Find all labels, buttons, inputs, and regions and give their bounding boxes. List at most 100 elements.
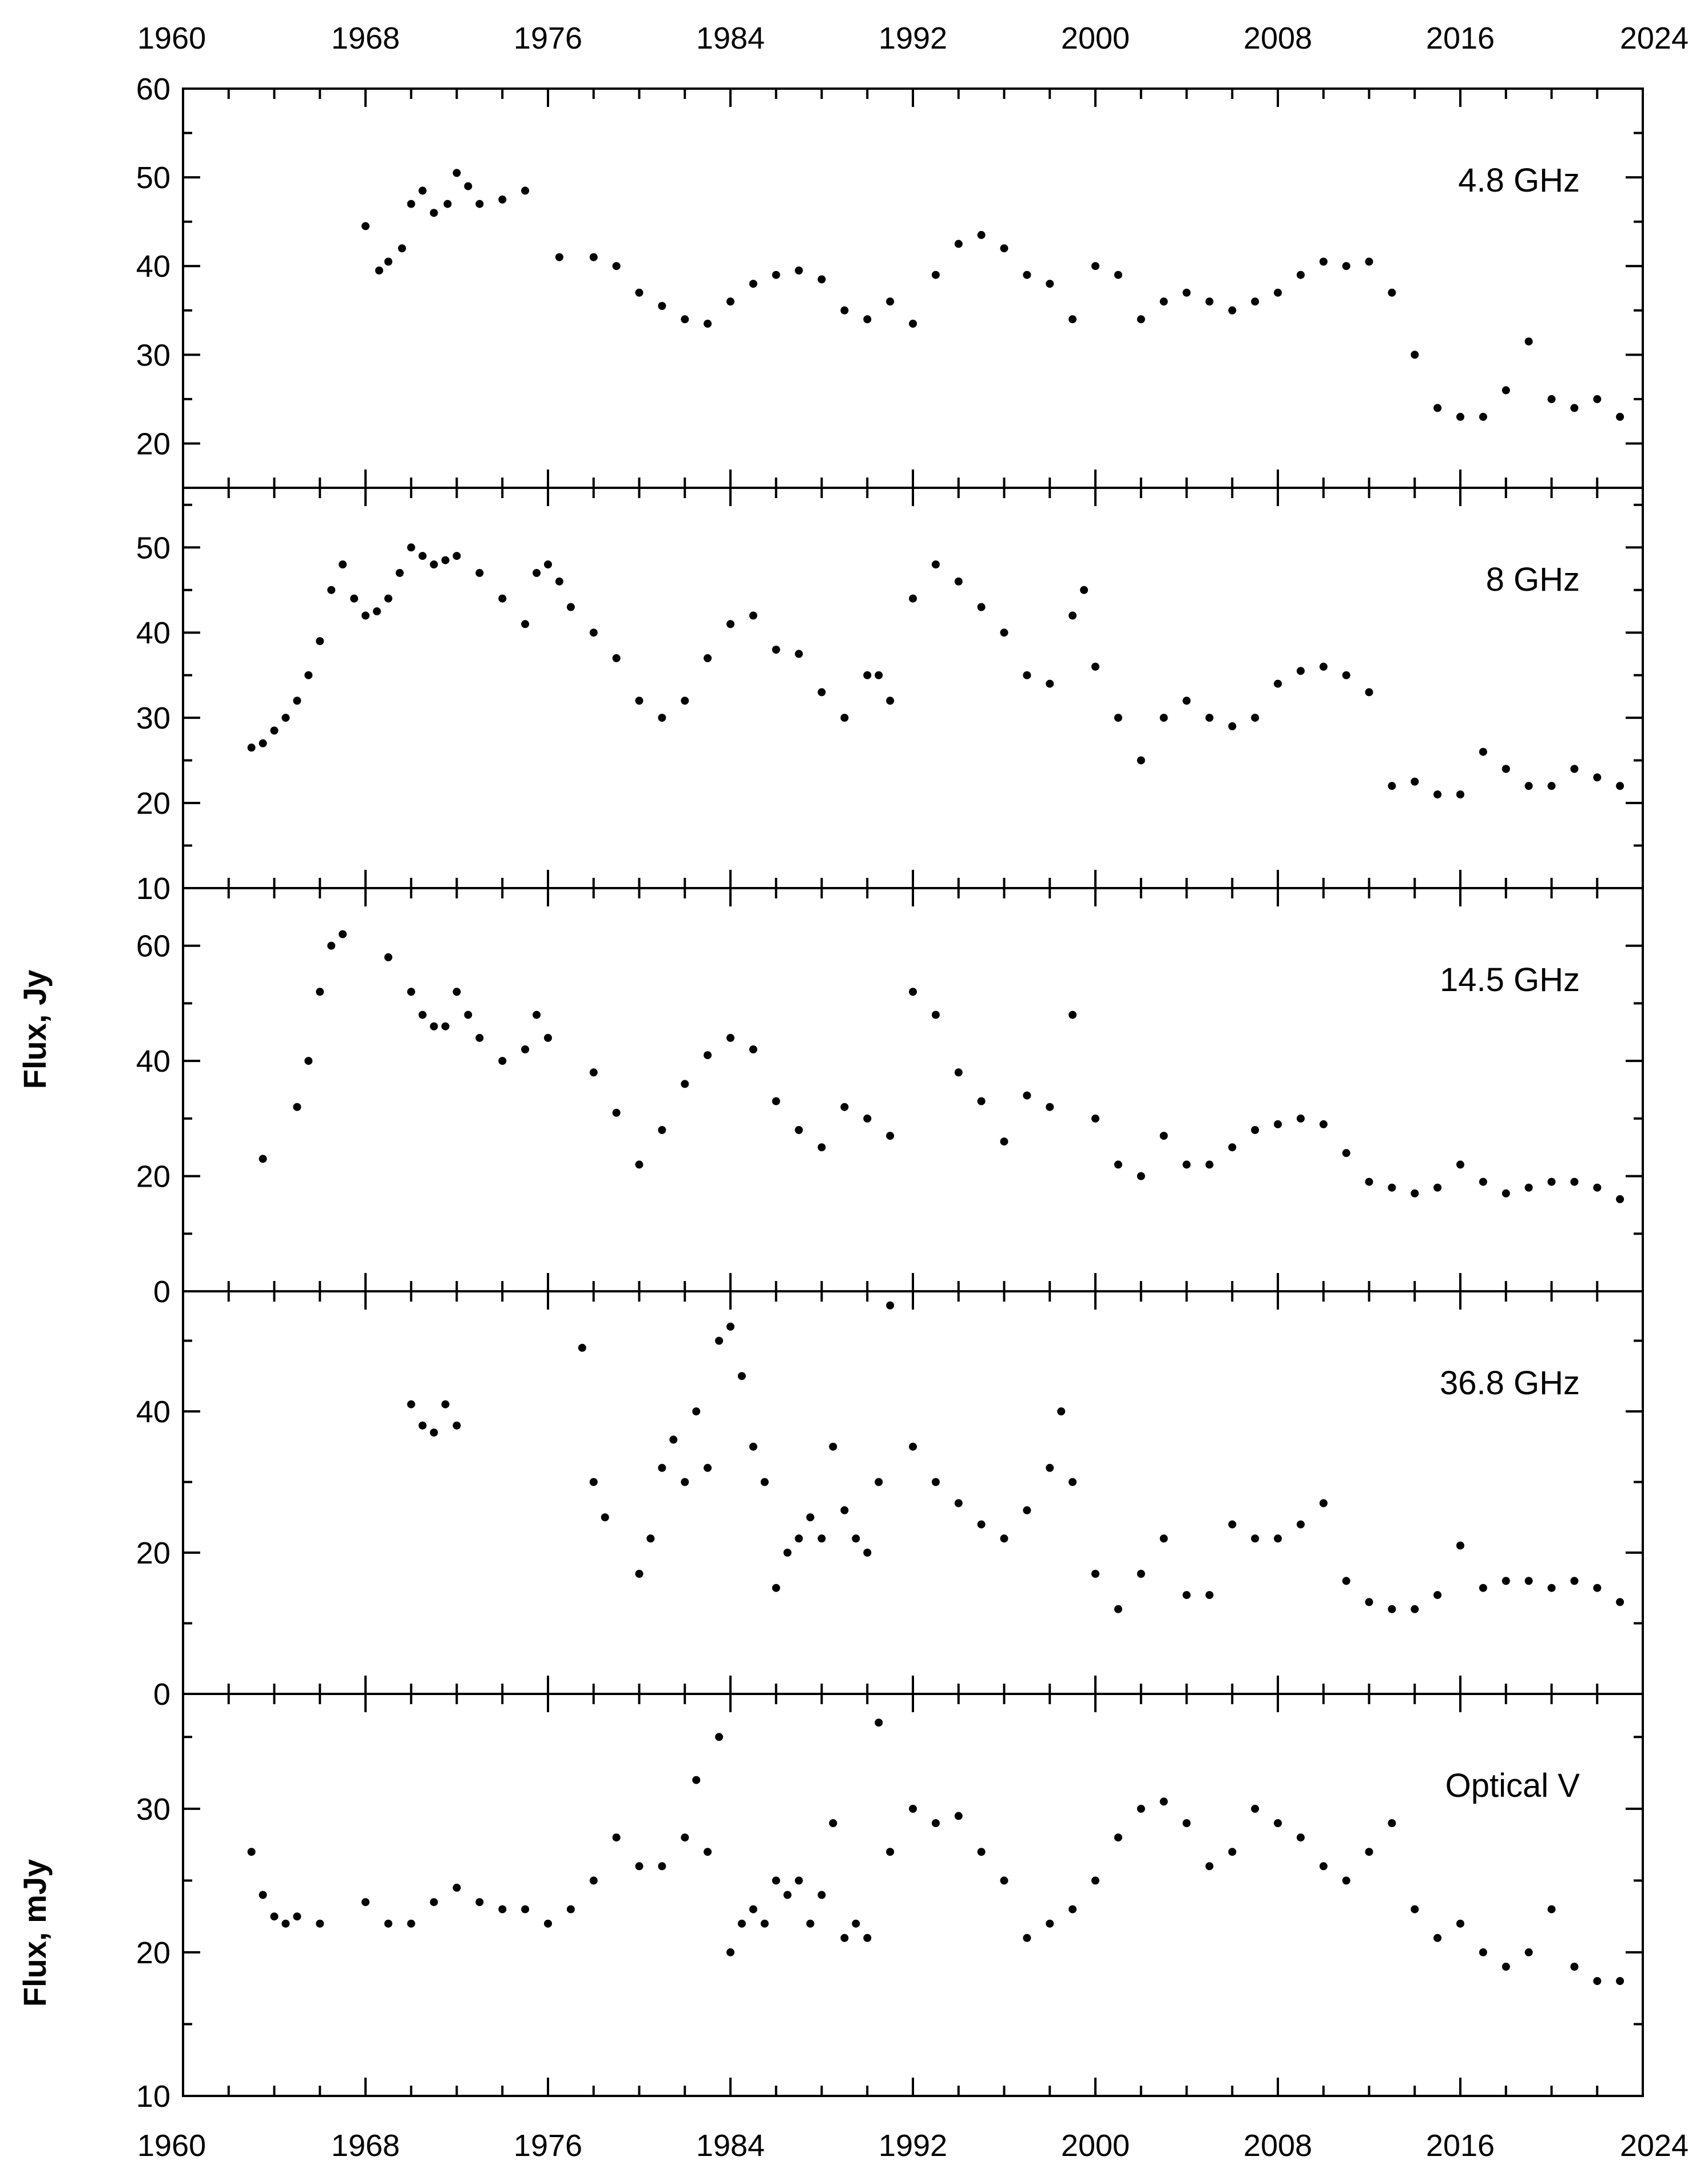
data-point [1456, 1160, 1464, 1169]
data-point [806, 1919, 815, 1928]
data-point [1251, 1534, 1260, 1543]
data-point [1000, 1534, 1008, 1543]
data-point [977, 603, 986, 611]
data-point [635, 288, 644, 297]
data-point [1616, 1598, 1624, 1606]
data-point [1046, 1463, 1054, 1472]
data-point [418, 1011, 427, 1019]
data-point [281, 714, 290, 722]
data-point [247, 743, 256, 752]
data-point [1456, 1919, 1464, 1928]
data-point [1388, 1605, 1396, 1613]
data-point [840, 1103, 849, 1111]
data-point [1411, 351, 1419, 359]
data-point [1502, 1963, 1510, 1971]
data-point [795, 266, 803, 275]
data-point [1319, 257, 1328, 266]
data-point [247, 1848, 256, 1856]
data-point [886, 297, 895, 306]
panel-label: 36.8 GHz [1440, 1364, 1580, 1402]
data-point [909, 594, 917, 603]
panel-label: 8 GHz [1486, 561, 1580, 598]
data-point [875, 1718, 883, 1727]
data-point [749, 1442, 757, 1451]
data-point [886, 1132, 895, 1140]
y-tick-label: 20 [136, 1160, 170, 1194]
data-point [875, 1478, 883, 1486]
data-point [726, 1322, 734, 1331]
panel-2: 0 20 40 60 14.5 GHz [136, 887, 1644, 1309]
data-point [566, 603, 575, 611]
data-point [407, 543, 415, 552]
x-tick-label-top: 1992 [879, 21, 947, 55]
data-point [375, 266, 383, 275]
data-point [726, 297, 734, 306]
data-point [1274, 1120, 1282, 1128]
data-point [1296, 1114, 1305, 1123]
data-point [1000, 1137, 1008, 1146]
data-point [339, 560, 347, 568]
data-point [1000, 244, 1008, 253]
data-point [1228, 306, 1237, 315]
data-point [1342, 1149, 1351, 1157]
data-point [578, 1343, 586, 1352]
y-tick-label: 30 [136, 338, 170, 372]
data-point [1114, 1605, 1122, 1613]
data-point [1524, 337, 1533, 346]
data-point [1593, 773, 1602, 782]
data-point [954, 240, 963, 248]
data-point [259, 1155, 267, 1163]
data-point [669, 1435, 678, 1444]
data-point [1182, 1591, 1191, 1600]
data-point [555, 253, 563, 261]
data-point [681, 1478, 689, 1486]
data-point [749, 1905, 757, 1914]
y-tick-label: 50 [136, 161, 170, 195]
data-point [475, 568, 484, 577]
data-point [749, 1045, 757, 1053]
data-point [1547, 782, 1556, 790]
data-point [1274, 1819, 1282, 1827]
data-point [533, 1011, 541, 1019]
data-point [1251, 1126, 1260, 1134]
data-point [726, 620, 734, 628]
data-point [977, 1520, 986, 1529]
data-point [795, 1534, 803, 1543]
data-point [589, 1478, 598, 1486]
data-point [1023, 671, 1031, 679]
data-point [1319, 1120, 1328, 1128]
data-point [362, 222, 370, 230]
data-point [1069, 1905, 1077, 1914]
data-point [270, 726, 279, 735]
data-point [372, 607, 381, 615]
data-point [1502, 1577, 1510, 1585]
data-point [430, 1898, 438, 1907]
data-point [931, 270, 940, 279]
data-point [452, 169, 461, 177]
x-tick-label-top: 1968 [331, 21, 400, 55]
data-point [1547, 395, 1556, 403]
data-point [1091, 262, 1099, 270]
data-point [1205, 714, 1214, 722]
data-point [772, 646, 780, 654]
y-tick-label: 0 [153, 1677, 170, 1712]
panel-frame [182, 87, 1644, 489]
data-point [726, 1033, 734, 1042]
data-point [1524, 782, 1533, 790]
data-point [1046, 1919, 1054, 1928]
data-point [795, 1876, 803, 1885]
data-point [954, 1499, 963, 1507]
data-point [1388, 1183, 1396, 1192]
data-point [704, 1463, 712, 1472]
data-point [1365, 1598, 1373, 1606]
data-point [749, 280, 757, 288]
data-point [1319, 662, 1328, 671]
data-point [646, 1534, 655, 1543]
data-point [521, 186, 530, 195]
data-point [1524, 1577, 1533, 1585]
data-point [977, 230, 986, 239]
data-point [886, 1301, 895, 1310]
data-point [601, 1513, 609, 1522]
panel-frame [182, 1290, 1644, 1695]
x-tick-label-top: 1984 [696, 21, 765, 55]
